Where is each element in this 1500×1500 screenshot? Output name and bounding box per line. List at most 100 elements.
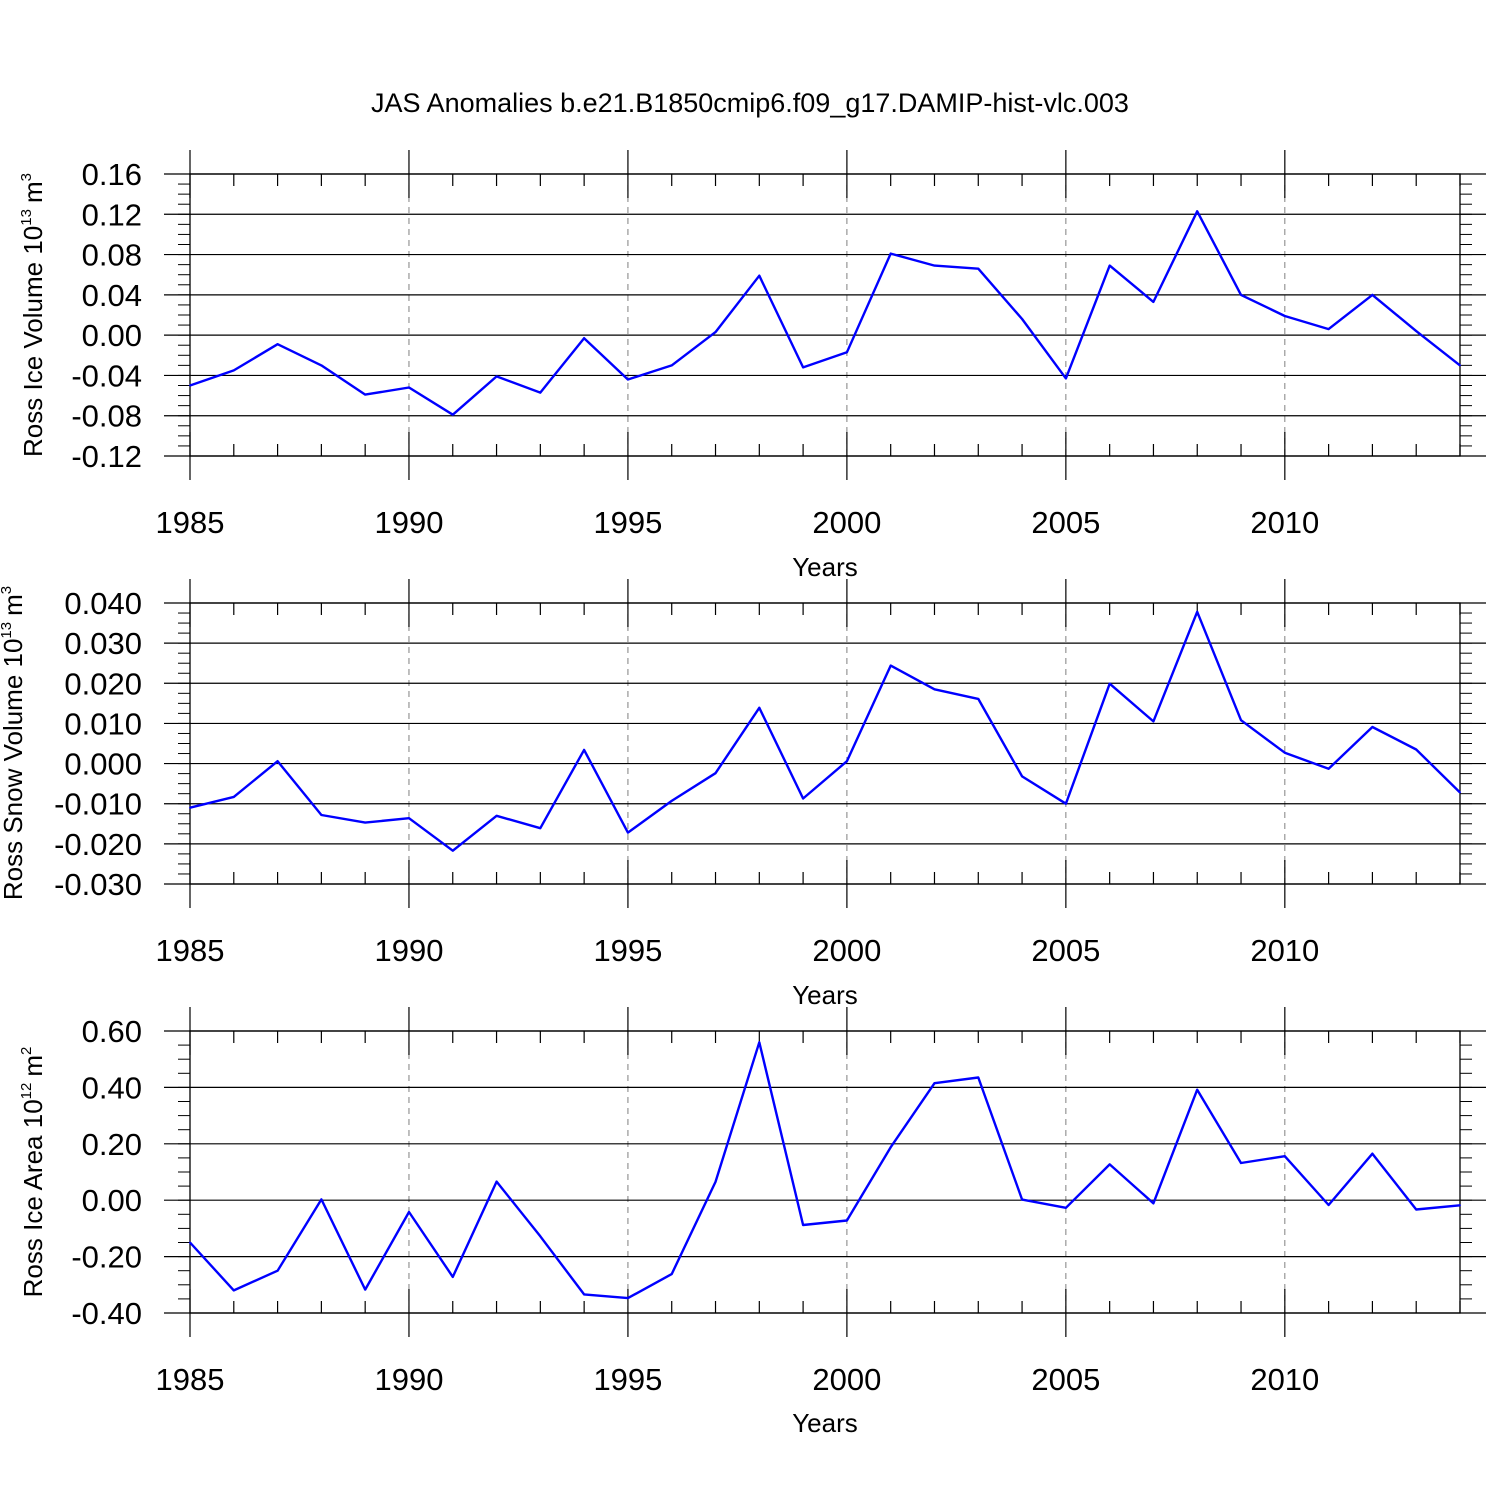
data-point bbox=[1459, 1204, 1461, 1207]
x-tick-label: 1990 bbox=[374, 505, 443, 540]
data-point bbox=[1371, 293, 1374, 296]
x-tick-labels: 1985 1990 1995 2000 2005 2010 bbox=[156, 505, 1320, 540]
x-axis-label: Years bbox=[792, 1408, 858, 1438]
y-tick-label: 0.010 bbox=[64, 706, 142, 741]
y-tick-labels: -0.030 -0.020 -0.010 0.000 0.010 0.020 0.030 0.… bbox=[54, 586, 142, 902]
y-tick-label: 0.00 bbox=[82, 1183, 142, 1218]
data-point bbox=[1240, 293, 1242, 296]
data-point bbox=[933, 688, 936, 691]
data-point bbox=[320, 814, 323, 816]
data-point bbox=[802, 1224, 805, 1226]
data-point bbox=[1064, 377, 1067, 380]
data-point bbox=[1021, 775, 1023, 778]
y-axis-label: Ross Snow Volume 1013m3 bbox=[0, 586, 28, 900]
y-tick-label: -0.030 bbox=[54, 867, 142, 902]
data-point bbox=[364, 393, 367, 396]
data-point bbox=[539, 827, 542, 830]
x-tick-labels: 1985 1990 1995 2000 2005 2010 bbox=[156, 1362, 1320, 1397]
data-point bbox=[845, 760, 848, 763]
data-point bbox=[670, 800, 673, 802]
data-point bbox=[1021, 1198, 1023, 1201]
data-point bbox=[714, 331, 717, 334]
x-tick-labels: 1985 1990 1995 2000 2005 2010 bbox=[156, 933, 1320, 968]
x-tick-label: 1990 bbox=[374, 933, 443, 968]
data-point bbox=[408, 386, 410, 389]
data-point bbox=[802, 366, 805, 369]
y-tick-label: 0.020 bbox=[64, 666, 142, 701]
data-point bbox=[189, 1241, 191, 1244]
y-tick-label: 0.030 bbox=[64, 626, 142, 661]
x-tick-label: 1990 bbox=[374, 1362, 443, 1397]
data-point bbox=[232, 795, 235, 798]
data-point bbox=[889, 1146, 892, 1149]
data-point bbox=[977, 267, 980, 270]
data-point bbox=[1108, 1163, 1111, 1166]
y-tick-label: 0.60 bbox=[82, 1014, 142, 1049]
figure-title: JAS Anomalies b.e21.B1850cmip6.f09_g17.D… bbox=[371, 88, 1129, 118]
data-point bbox=[451, 413, 454, 416]
y-tick-label: 0.16 bbox=[82, 157, 142, 192]
x-tick-label: 2005 bbox=[1031, 505, 1100, 540]
y-axis-label: Ross Ice Area 1012m2 bbox=[18, 1047, 48, 1298]
data-point bbox=[1459, 364, 1461, 367]
tick-marks bbox=[164, 579, 1486, 908]
data-point bbox=[758, 706, 761, 709]
data-point bbox=[583, 337, 586, 340]
y-tick-labels: -0.40 -0.20 0.00 0.20 0.40 0.60 bbox=[71, 1014, 142, 1331]
data-point bbox=[276, 760, 279, 763]
x-tick-label: 2010 bbox=[1250, 933, 1319, 968]
x-tick-label: 1995 bbox=[593, 1362, 662, 1397]
data-point bbox=[1064, 802, 1067, 805]
data-point bbox=[1371, 726, 1374, 728]
data-point bbox=[1021, 318, 1023, 320]
data-point bbox=[1196, 1088, 1199, 1091]
data-point bbox=[539, 391, 542, 394]
panel-snow-volume: -0.030 -0.020 -0.010 0.000 0.010 0.020 0.030 0.… bbox=[0, 579, 1486, 1010]
data-point bbox=[1415, 330, 1418, 333]
data-point bbox=[276, 343, 279, 346]
data-point bbox=[845, 351, 848, 354]
data-point bbox=[1327, 767, 1330, 770]
data-point bbox=[1327, 328, 1330, 330]
data-point bbox=[1240, 719, 1242, 722]
data-point bbox=[1108, 682, 1111, 685]
data-point bbox=[1108, 264, 1111, 267]
x-tick-label: 2010 bbox=[1250, 1362, 1319, 1397]
y-tick-label: -0.08 bbox=[71, 399, 142, 434]
data-point bbox=[1196, 610, 1199, 613]
x-tick-label: 2010 bbox=[1250, 505, 1319, 540]
y-tick-label: 0.20 bbox=[82, 1127, 142, 1162]
data-point bbox=[364, 821, 367, 824]
y-tick-label: 0.04 bbox=[82, 278, 142, 313]
data-point bbox=[933, 1082, 936, 1085]
y-tick-label: 0.00 bbox=[82, 318, 142, 353]
data-point bbox=[232, 1289, 235, 1292]
data-point bbox=[1152, 720, 1155, 723]
data-point bbox=[1327, 1204, 1330, 1206]
x-axis-label: Years bbox=[792, 552, 858, 582]
series-line-ice-volume bbox=[189, 210, 1461, 416]
data-point bbox=[189, 384, 191, 387]
y-tick-label: 0.08 bbox=[82, 238, 142, 273]
x-tick-label: 2000 bbox=[812, 505, 881, 540]
data-point bbox=[670, 1273, 673, 1275]
data-point bbox=[408, 817, 410, 820]
data-point bbox=[495, 375, 498, 378]
data-point bbox=[539, 1235, 542, 1238]
y-tick-label: -0.020 bbox=[54, 827, 142, 862]
plot-frame bbox=[189, 173, 1461, 457]
data-point bbox=[1415, 1208, 1418, 1211]
y-tick-label: -0.010 bbox=[54, 787, 142, 822]
data-point bbox=[320, 1198, 323, 1201]
tick-marks bbox=[164, 150, 1486, 480]
grid-lines bbox=[408, 174, 1286, 456]
data-point bbox=[977, 1076, 980, 1079]
data-point bbox=[495, 814, 498, 817]
data-point bbox=[1371, 1152, 1374, 1155]
y-tick-label: 0.000 bbox=[64, 747, 142, 782]
data-point bbox=[758, 274, 761, 277]
series-line-ice-area bbox=[189, 1041, 1461, 1300]
data-point bbox=[1283, 751, 1286, 754]
y-tick-label: 0.12 bbox=[82, 197, 142, 232]
x-tick-label: 2005 bbox=[1031, 1362, 1100, 1397]
